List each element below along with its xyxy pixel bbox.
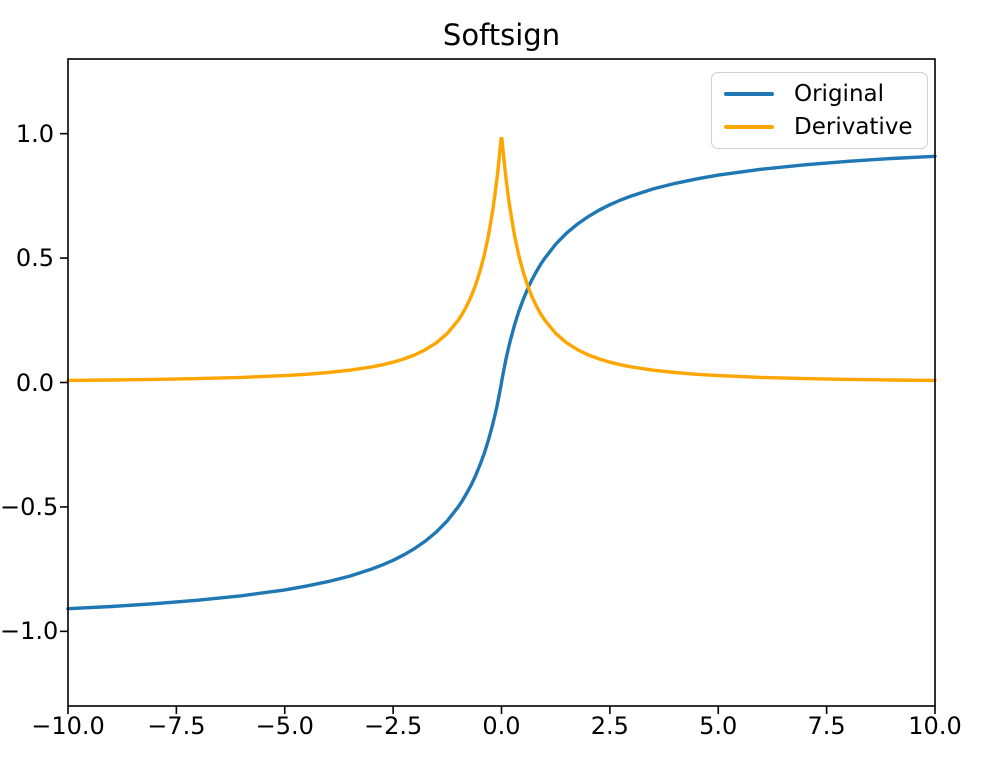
- legend-row-original: Original: [712, 81, 927, 107]
- y-tick-label: 0.0: [15, 368, 54, 397]
- y-tick-label: −1.0: [0, 617, 59, 646]
- legend-line-original: [724, 91, 774, 96]
- x-tick-label: 5.0: [699, 712, 738, 740]
- axes-group: [60, 58, 936, 714]
- x-tick-label: 0.0: [482, 712, 521, 740]
- x-tick-label: −7.5: [147, 712, 206, 740]
- x-tick-label: 10.0: [908, 712, 962, 740]
- legend-row-derivative: Derivative: [712, 114, 927, 140]
- y-tick-label: 1.0: [15, 119, 54, 148]
- chart-title: Softsign: [442, 18, 561, 52]
- y-tick-label: 0.5: [15, 244, 54, 273]
- x-tick-label: 7.5: [807, 712, 846, 740]
- x-tick-label: −5.0: [255, 712, 314, 740]
- legend-label-original: Original: [794, 80, 885, 107]
- legend-label-derivative: Derivative: [794, 114, 913, 141]
- x-tick-label: −10.0: [31, 712, 105, 740]
- y-tick-label: −0.5: [0, 492, 59, 521]
- x-tick-label: 2.5: [590, 712, 629, 740]
- derivative-curve: [66, 136, 937, 383]
- original-curve: [66, 154, 937, 611]
- curves-group: [66, 136, 937, 611]
- legend-line-derivative: [724, 125, 774, 130]
- x-tick-label: −2.5: [363, 712, 423, 740]
- legend: Original Derivative: [711, 72, 928, 149]
